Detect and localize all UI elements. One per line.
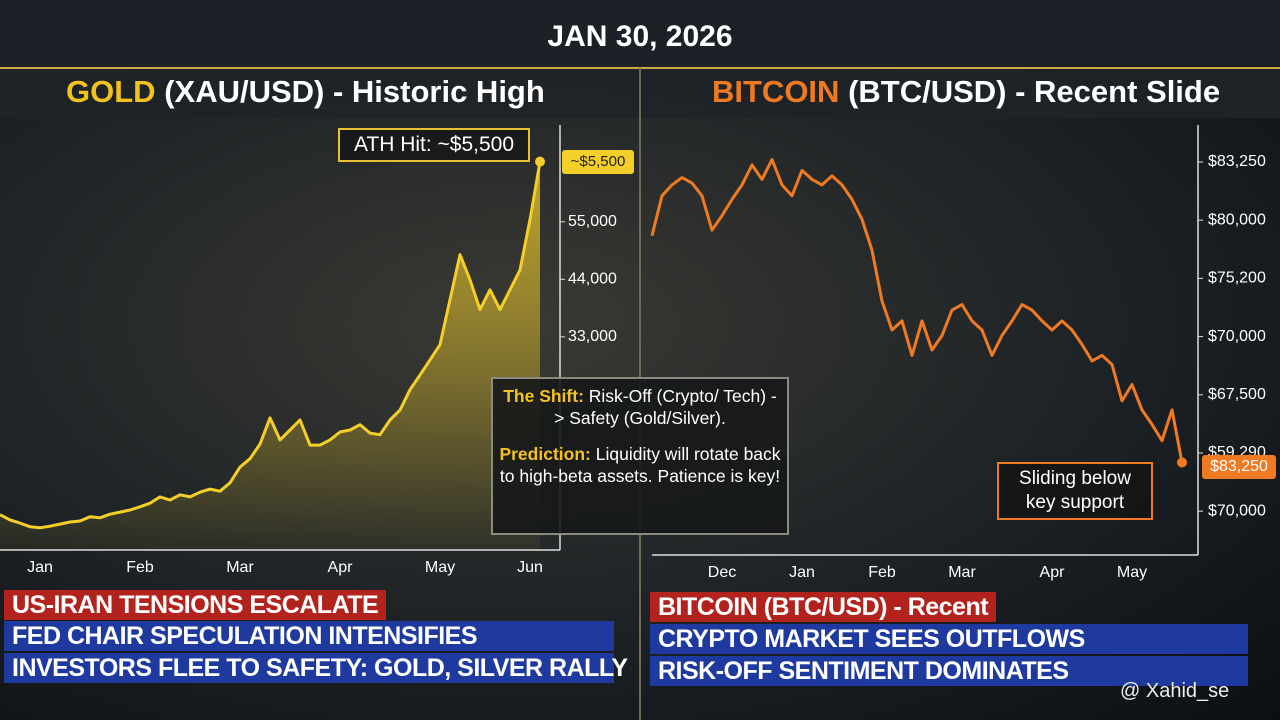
y-tick-label: $83,250 xyxy=(1208,153,1266,170)
btc-annotation: Sliding below key support xyxy=(997,462,1153,520)
x-tick-label: Mar xyxy=(948,564,976,581)
prediction-label: Prediction: xyxy=(499,444,591,464)
center-note: The Shift: Risk-Off (Crypto/ Tech) -> Sa… xyxy=(491,377,789,535)
shift-label: The Shift: xyxy=(503,386,584,406)
x-tick-label: May xyxy=(1117,564,1147,581)
x-tick-label: Feb xyxy=(868,564,896,581)
left-alert: US-IRAN TENSIONS ESCALATE xyxy=(4,590,387,620)
line xyxy=(650,158,1184,463)
x-tick-label: Apr xyxy=(1040,564,1066,581)
x-tick-label: May xyxy=(425,559,455,576)
x-tick-label: Apr xyxy=(328,559,354,576)
btc-title: BITCOIN (BTC/USD) - Recent Slide xyxy=(712,74,1220,109)
y-tick-label: $67,500 xyxy=(1208,386,1266,403)
left-line: FED CHAIR SPECULATION INTENSIFIES xyxy=(4,621,614,651)
x-tick-label: Feb xyxy=(126,559,154,576)
shift-text: Risk-Off (Crypto/ Tech) -> Safety (Gold/… xyxy=(554,386,777,428)
x-tick-label: Jan xyxy=(27,559,53,576)
x-tick-label: Dec xyxy=(708,564,736,581)
x-tick-label: Jun xyxy=(517,559,543,576)
right-line: RISK-OFF SENTIMENT DOMINATES xyxy=(650,656,1248,686)
y-tick-label: $70,000 xyxy=(1208,502,1266,519)
date: JAN 30, 2026 xyxy=(547,20,732,53)
y-tick-label: $80,000 xyxy=(1208,211,1266,228)
end-point xyxy=(1177,457,1187,468)
y-tick-label: $75,200 xyxy=(1208,270,1266,287)
y-tick-label: 33,000 xyxy=(568,328,617,345)
gold-end-label: ~$5,500 xyxy=(562,150,634,174)
y-tick-label: $70,000 xyxy=(1208,328,1266,345)
right-line: CRYPTO MARKET SEES OUTFLOWS xyxy=(650,624,1248,654)
y-tick-label: 55,000 xyxy=(568,213,617,230)
left-line: INVESTORS FLEE TO SAFETY: GOLD, SILVER R… xyxy=(4,653,628,683)
y-tick-label: 44,000 xyxy=(568,271,617,288)
watermark: @ Xahid_se xyxy=(1120,680,1230,702)
line xyxy=(0,161,542,530)
end-point xyxy=(535,156,545,167)
date-bar xyxy=(0,0,1280,66)
gold-annotation: ATH Hit: ~$5,500 xyxy=(338,128,530,162)
area xyxy=(0,161,540,550)
gold-title: GOLD (XAU/USD) - Historic High xyxy=(66,74,545,109)
x-tick-label: Mar xyxy=(226,559,254,576)
prediction-text: Liquidity will rotate back to high-beta … xyxy=(499,444,781,486)
btc-end-label: $83,250 xyxy=(1202,455,1276,479)
x-tick-label: Jan xyxy=(789,564,815,581)
right-alert: BITCOIN (BTC/USD) - Recent xyxy=(650,592,997,622)
